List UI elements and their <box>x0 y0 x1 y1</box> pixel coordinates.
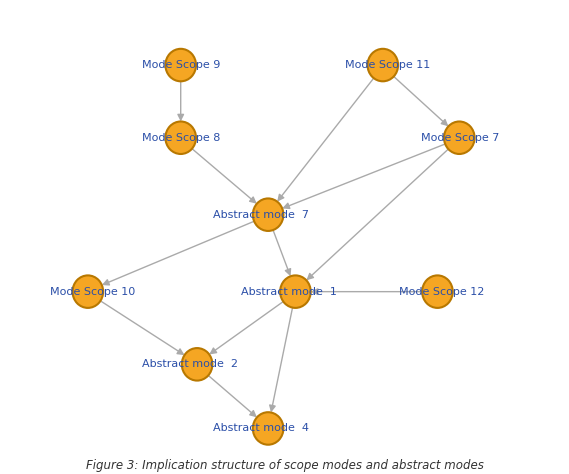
Text: Abstract mode  4: Abstract mode 4 <box>213 423 310 433</box>
Text: Mode Scope 12: Mode Scope 12 <box>399 287 485 297</box>
Text: Abstract mode  7: Abstract mode 7 <box>213 210 310 219</box>
Ellipse shape <box>73 275 103 308</box>
Ellipse shape <box>253 412 283 445</box>
Text: Figure 3: Implication structure of scope modes and abstract modes: Figure 3: Implication structure of scope… <box>85 459 484 472</box>
Text: Abstract mode  2: Abstract mode 2 <box>142 359 238 369</box>
Ellipse shape <box>444 121 475 154</box>
Text: Mode Scope 7: Mode Scope 7 <box>421 133 500 143</box>
Ellipse shape <box>166 49 196 82</box>
Ellipse shape <box>368 49 398 82</box>
Text: Mode Scope 8: Mode Scope 8 <box>142 133 221 143</box>
Text: Mode Scope 9: Mode Scope 9 <box>142 60 221 70</box>
Ellipse shape <box>280 275 311 308</box>
Ellipse shape <box>166 121 196 154</box>
Ellipse shape <box>422 275 453 308</box>
Ellipse shape <box>182 348 212 381</box>
Text: Abstract mode  1: Abstract mode 1 <box>241 287 337 297</box>
Ellipse shape <box>253 199 283 231</box>
Text: Mode Scope 10: Mode Scope 10 <box>50 287 135 297</box>
Text: Mode Scope 11: Mode Scope 11 <box>345 60 430 70</box>
